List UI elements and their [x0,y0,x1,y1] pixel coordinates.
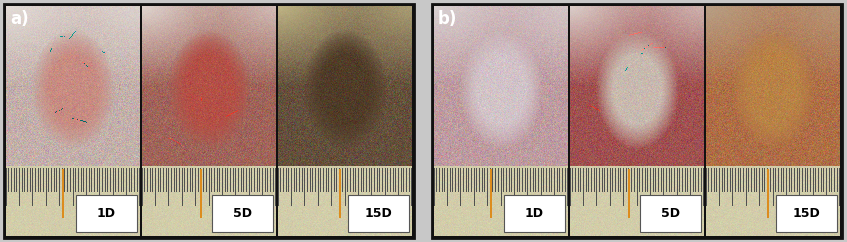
Bar [639,195,701,232]
Text: b): b) [438,10,457,28]
Bar [432,4,842,238]
Bar [776,195,838,232]
Bar [4,4,414,238]
Bar [347,195,409,232]
Bar [504,195,565,232]
Text: 1D: 1D [97,207,116,220]
Bar [75,195,137,232]
Text: 15D: 15D [793,207,821,220]
Text: 1D: 1D [525,207,544,220]
Text: 5D: 5D [233,207,252,220]
Text: a): a) [10,10,29,28]
Text: 5D: 5D [661,207,680,220]
Text: 15D: 15D [364,207,392,220]
Bar [212,195,274,232]
